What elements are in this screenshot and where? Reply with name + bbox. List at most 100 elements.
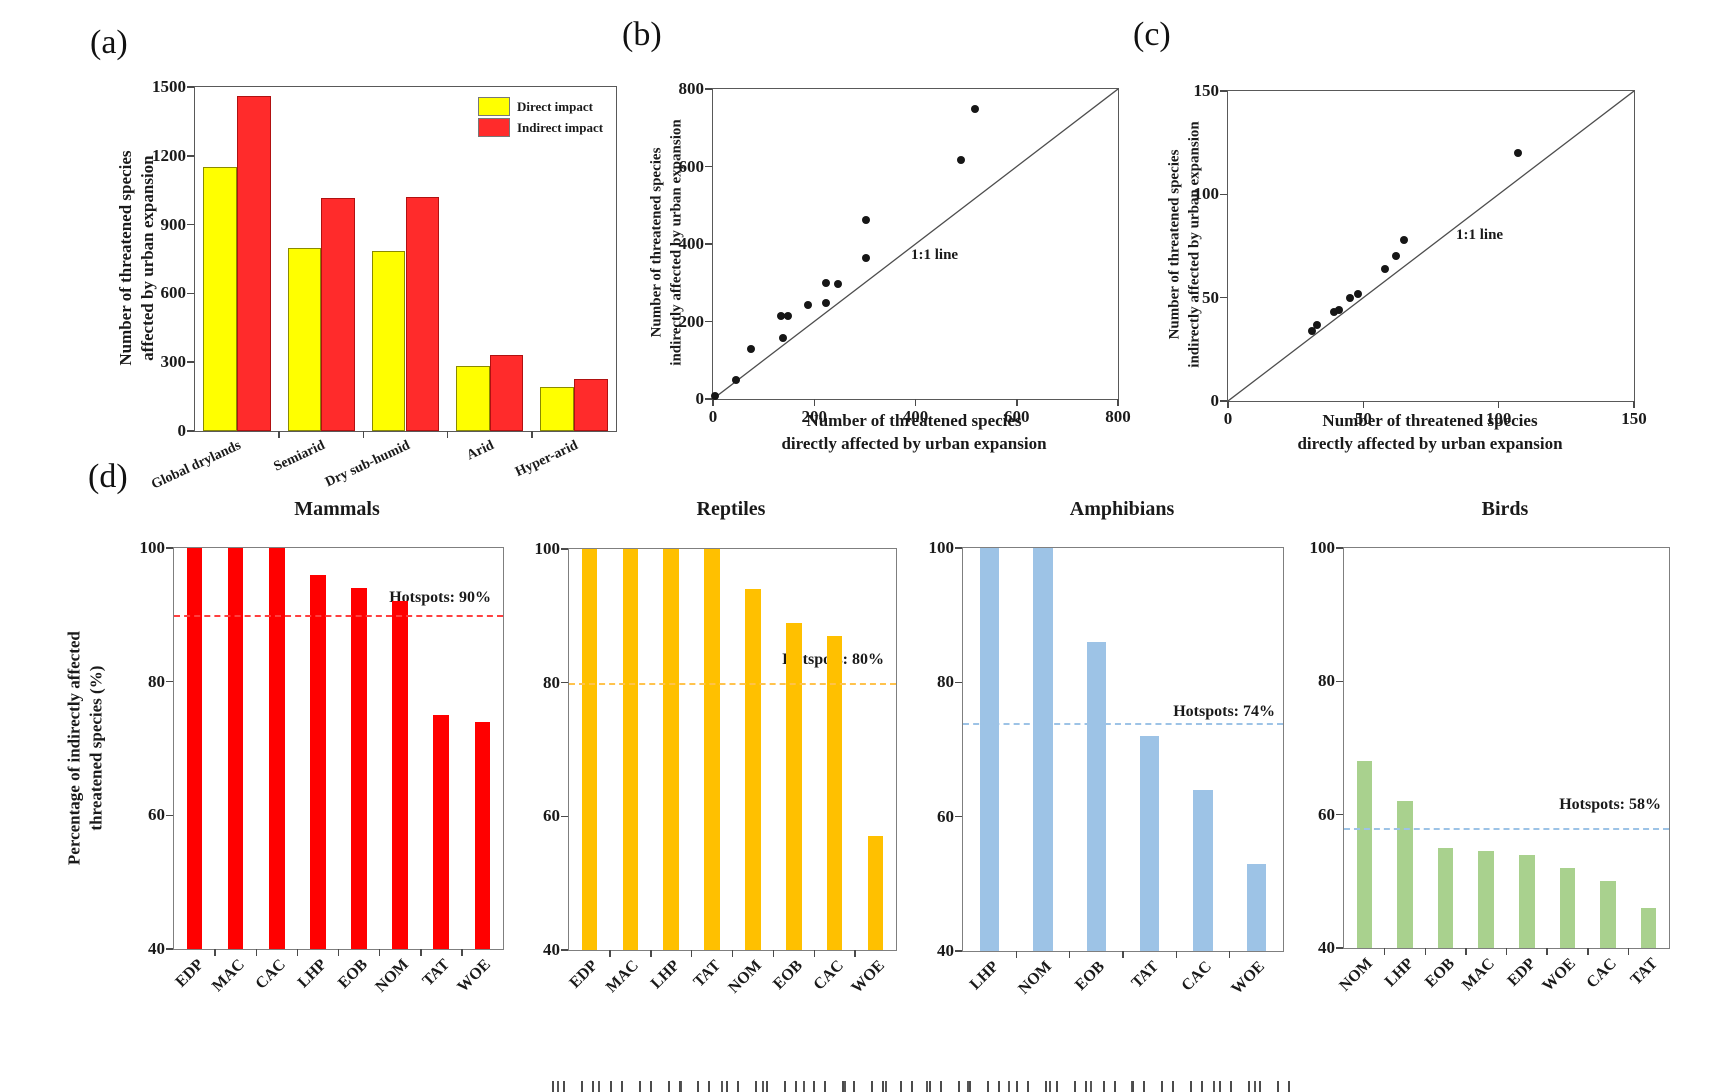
bar-mammals [433,715,450,949]
amphibians-hotspot-label: Hotspots: 74% [1173,703,1275,720]
panel-d-y-axis-label-line2: threatened species (%) [86,665,106,831]
scatter-point [746,344,755,353]
y-tick-mark [1220,193,1227,196]
scatter-point [1513,149,1522,157]
panel-b-x-axis-label: Number of threatened species directly af… [781,410,1046,456]
bar-Direct impact [287,247,322,431]
x-tick-mark [1228,951,1231,958]
x-tick-mark [337,949,340,956]
y-tick-mark [561,815,568,818]
y-tick-label: 400 [678,234,705,253]
x-tick-mark [813,950,815,957]
y-tick-label: 80 [937,672,954,692]
panel-b-x-axis-label-line1: Number of threatened species [806,411,1022,430]
y-tick-mark [187,86,194,88]
scatter-point [1353,289,1362,298]
x-tick-mark [1016,399,1018,406]
panel-d-letter: (d) [88,458,128,495]
panel-b-letter: (b) [622,16,662,53]
one-to-one-line [713,89,1118,399]
y-tick-label: 40 [148,939,165,958]
y-tick-mark [166,680,173,683]
y-tick-label: 800 [678,79,705,98]
birds-title: Birds [1481,498,1529,520]
x-tick-label: 50 [1354,409,1372,428]
y-tick-label: 900 [160,214,187,234]
x-tick-mark [362,431,365,438]
x-tick-label: 800 [1105,407,1131,426]
legend-swatch-indirect-impact [478,118,510,137]
y-tick-mark [561,681,568,684]
x-tick-label: 200 [801,407,828,426]
x-tick-mark [854,950,856,957]
bar-Direct impact [203,167,238,431]
bar-birds [1640,908,1657,948]
x-tick-mark [1122,951,1124,958]
x-tick-mark [609,950,611,957]
bar-Direct impact [456,365,490,431]
y-tick-mark [187,361,194,363]
scatter-point [861,216,870,225]
bar-reptiles [622,549,639,950]
x-tick-label: 400 [902,407,929,426]
y-tick-mark [1336,547,1343,549]
y-tick-label: 100 [1193,184,1220,204]
x-tick-label: 600 [1004,407,1030,426]
x-tick-mark [1497,401,1500,408]
y-tick-label: 100 [139,538,166,557]
one-to-one-line [1228,91,1634,401]
y-tick-mark [166,547,173,549]
panel-a-y-axis-label-line1: Number of threatened species [115,150,135,366]
y-tick-label: 80 [148,671,165,691]
y-tick-label: 100 [534,539,561,558]
bar-Indirect impact [237,96,271,431]
panel-b-y-axis-label-line1: Number of threatened species [648,147,665,338]
x-tick-mark [378,949,381,956]
panel-c-y-axis-label-line2: indirectly affected by urban expansion [1186,121,1202,368]
y-tick-label: 50 [1202,287,1219,307]
panel-a-plot: Direct impact Indirect impact 0 300 600 900… [149,77,617,493]
panel-a-y-axis-label-line2: affected by urban expansion [138,155,157,361]
bar-reptiles [663,549,679,950]
amphibians-title: Amphibians [1069,498,1175,520]
x-tick-mark [1383,948,1386,955]
birds-plot: Hotspots: 58% 40 60 80 100 NOM LHP EOB MAC EDP WO… [1310,538,1670,995]
x-tick-label: 150 [1621,409,1647,428]
bar-Direct impact [371,250,406,431]
y-tick-mark [705,398,712,400]
x-tick-mark [461,949,463,956]
y-tick-label: 1200 [152,145,186,165]
y-tick-mark [1336,813,1343,816]
y-tick-label: 0 [695,389,705,408]
x-tick-mark [1015,951,1018,958]
panel-b-plot: 1:1 line 0 200 400 600 800 0 200 400 600 800 [679,79,1131,426]
x-tick-mark [446,431,449,438]
bar-amphibians [980,548,1000,951]
x-tick-mark [690,950,693,957]
mammals-title: Mammals [294,498,380,520]
y-tick-mark [705,243,712,245]
scatter-point [821,278,830,287]
y-tick-mark [187,223,194,226]
panel-c-y-axis-label-line1: Number of threatened species [1166,149,1183,340]
x-tick-mark [1546,948,1548,955]
scatter-point [710,391,719,400]
x-tick-mark [813,399,815,406]
x-tick-mark [1175,951,1178,958]
bar-reptiles [826,635,843,950]
panel-d-y-axis-label-line1: Percentage of indirectly affected [64,631,84,866]
y-tick-label: 0 [177,421,187,440]
y-tick-label: 80 [1318,671,1335,691]
panel-b-x-axis-label-line2: directly affected by urban expansion [781,433,1047,453]
x-tick-mark [278,431,280,438]
y-tick-label: 40 [543,940,560,959]
y-tick-label: 200 [678,311,705,331]
reptiles-plot: Hotspots: 80% 40 60 80 100 EDP MAC LHP TAT NOM EO… [535,539,897,997]
scatter-point [1334,306,1343,315]
scatter-point [1391,252,1400,261]
bar-birds [1356,761,1373,948]
x-tick-mark [214,949,216,956]
bar-amphibians [1193,789,1213,951]
bar-Indirect impact [573,379,608,431]
